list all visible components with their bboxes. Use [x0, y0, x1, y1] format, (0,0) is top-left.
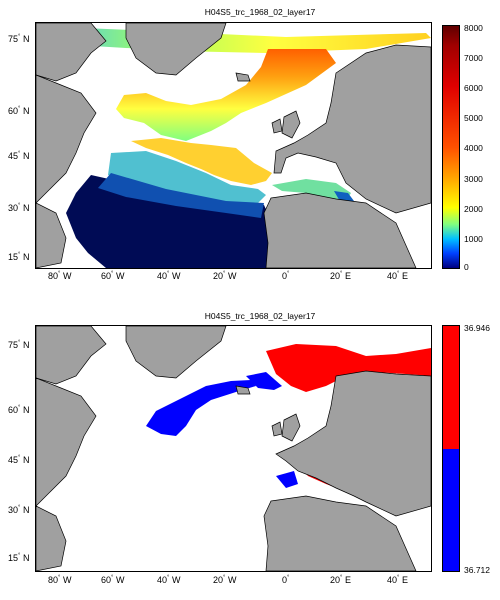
- map2-lon-label-20e: 20° E: [330, 575, 351, 585]
- map2-lon-label-80w: 80° W: [48, 575, 72, 585]
- map1-title: H04S5_trc_1968_02_layer17: [204, 7, 316, 17]
- map1-lat-label-75: 75° N: [8, 34, 30, 44]
- map1-colorbar-tick: 7000: [464, 53, 483, 63]
- map1-colorbar-tick: 6000: [464, 83, 483, 93]
- map2-plot: [36, 326, 431, 571]
- map1-panel: [35, 22, 432, 269]
- map1-colorbar-tick: 8000: [464, 23, 483, 33]
- map1-colorbar: [442, 25, 460, 269]
- map2-colorbar-low-class: [443, 448, 459, 571]
- map1-colorbar-tick: 1000: [464, 234, 483, 244]
- map1-colorbar-tick: 2000: [464, 204, 483, 214]
- map2-land: [36, 326, 431, 571]
- map1-lat-label-30: 30° N: [8, 203, 30, 213]
- map2-lat-label-30: 30° N: [8, 505, 30, 515]
- map1-colorbar-tick: 4000: [464, 143, 483, 153]
- map1-lon-label-40w: 40° W: [157, 271, 181, 281]
- map1-lat-label-60: 60° N: [8, 106, 30, 116]
- map2-lat-label-15: 15° N: [8, 553, 30, 563]
- map1-land: [36, 23, 431, 268]
- map1-lon-label-20e: 20° E: [330, 271, 351, 281]
- map1-lon-label-80w: 80° W: [48, 271, 72, 281]
- map2-colorbar-top-value: 36.946: [464, 323, 490, 333]
- map1-lon-label-40e: 40° E: [387, 271, 408, 281]
- map2-lon-label-60w: 60° W: [101, 575, 125, 585]
- map2-colorbar-high-class: [443, 326, 459, 449]
- map1-lon-label-0: 0°: [282, 271, 290, 281]
- map1-lon-label-60w: 60° W: [101, 271, 125, 281]
- map1-colorbar-tick: 5000: [464, 113, 483, 123]
- map1-lat-label-15: 15° N: [8, 252, 30, 262]
- map1-lon-label-20w: 20° W: [213, 271, 237, 281]
- map2-colorbar-bottom-value: 36.712: [464, 565, 490, 575]
- map2-lon-label-40w: 40° W: [157, 575, 181, 585]
- map2-panel: [35, 325, 432, 572]
- map1-colorbar-tick: 3000: [464, 174, 483, 184]
- map1-lat-label-45: 45° N: [8, 151, 30, 161]
- map2-colorbar: [442, 325, 460, 572]
- map2-lon-label-40e: 40° E: [387, 575, 408, 585]
- map2-title: H04S5_trc_1968_02_layer17: [204, 311, 316, 321]
- map2-lon-label-0: 0°: [282, 575, 290, 585]
- map2-lat-label-75: 75° N: [8, 340, 30, 350]
- map1-plot: [36, 23, 431, 268]
- map2-lat-label-60: 60° N: [8, 405, 30, 415]
- map2-lon-label-20w: 20° W: [213, 575, 237, 585]
- map2-lat-label-45: 45° N: [8, 455, 30, 465]
- map1-colorbar-tick: 0: [464, 262, 469, 272]
